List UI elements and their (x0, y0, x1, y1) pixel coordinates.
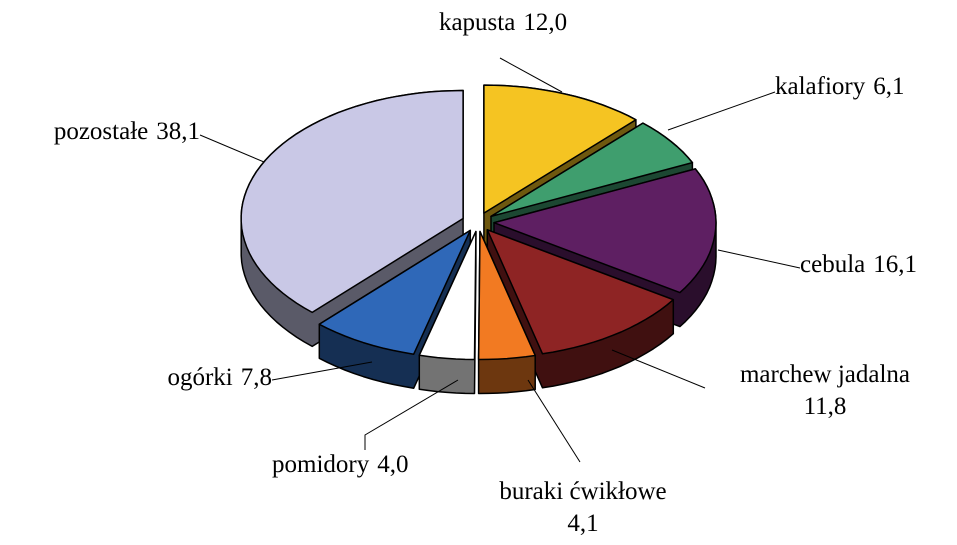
slice-top (418, 230, 477, 361)
slice (318, 229, 472, 389)
label-value: 7,8 (241, 364, 272, 391)
label-value: 4,1 (567, 510, 598, 537)
slice-top (486, 229, 675, 355)
label-category: marchew jadalna (740, 361, 910, 388)
slice-top (490, 122, 694, 218)
data-label: pomidory 4,0 (272, 451, 408, 478)
label-category: cebula (800, 251, 865, 278)
label-value: 12,0 (523, 9, 567, 36)
label-value: 11,8 (804, 393, 847, 420)
leader-line (667, 91, 776, 131)
data-label: kapusta 12,0 (439, 9, 567, 36)
label-category: ogórki (167, 364, 232, 391)
label-category: kalafiory (775, 73, 866, 100)
leader-line (271, 361, 373, 381)
leader-line (717, 249, 801, 269)
leader-line (499, 57, 563, 93)
label-category: kapusta (439, 9, 515, 36)
label-category: pomidory (272, 451, 370, 478)
slice (477, 230, 536, 395)
label-category: buraki ćwikłowe (499, 478, 666, 505)
data-label: ogórki 7,8 (167, 364, 272, 391)
slice (418, 230, 477, 395)
data-label: marchew jadalna 11,8 (740, 361, 910, 420)
data-label: kalafiory 6,1 (775, 73, 904, 100)
data-label: pozostałe 38,1 (54, 118, 200, 145)
slice (493, 168, 717, 328)
data-label: buraki ćwikłowe 4,1 (499, 478, 666, 537)
leader-line (199, 134, 265, 163)
slice-top (483, 84, 637, 214)
leader-line (364, 379, 459, 450)
label-value: 6,1 (873, 73, 904, 100)
label-value: 38,1 (156, 118, 200, 145)
slice (486, 229, 675, 389)
slice-top (240, 89, 464, 314)
slice-top (493, 168, 717, 294)
label-value: 4,0 (377, 451, 408, 478)
label-category: pozostałe (54, 118, 148, 145)
slice-top (477, 230, 536, 361)
slice-top (318, 229, 472, 355)
leader-line (611, 349, 706, 389)
label-value: 16,1 (873, 251, 917, 278)
data-label: cebula 16,1 (800, 251, 917, 278)
leader-line (527, 379, 581, 463)
